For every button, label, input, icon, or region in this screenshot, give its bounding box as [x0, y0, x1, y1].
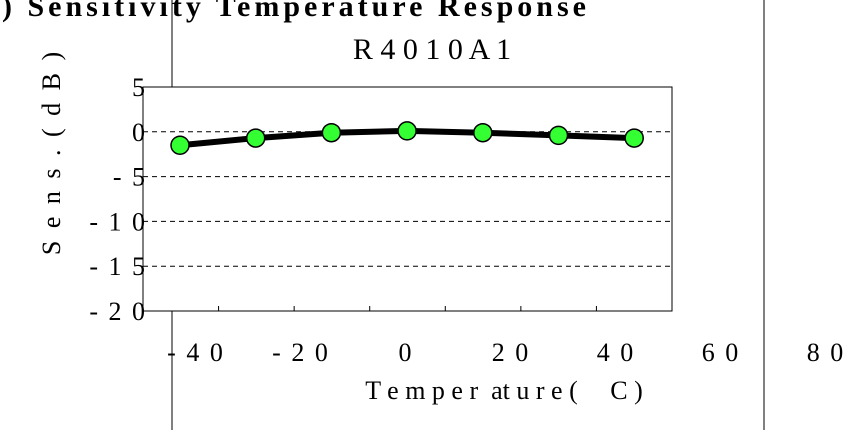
x-tick-label: 8 0 — [807, 338, 846, 367]
clipped-caption: ) Sensitivity Temperature Response — [2, 0, 590, 23]
tick-layer: 5 0 - 5 - 1 0 - 1 5 - 2 0 - 4 0 - 2 0 0 2 0 4 0 6 0… — [89, 73, 846, 367]
plot-area — [142, 86, 673, 312]
x-axis-label: T e m p e r at u r e ( C ) — [365, 376, 643, 405]
y-axis-label: S e n s . ( d B ) — [37, 49, 66, 255]
data-point — [170, 135, 190, 155]
x-tick-label: 4 0 — [597, 338, 636, 367]
data-point — [321, 122, 342, 143]
y-tick-label: 0 — [132, 118, 147, 147]
y-tick-label: - 1 0 — [89, 207, 147, 236]
y-tick-label: - 1 5 — [89, 252, 147, 281]
y-tick-label: - 2 0 — [89, 297, 147, 326]
data-point — [624, 128, 644, 148]
data-point — [397, 121, 417, 141]
x-tick-label: 0 — [399, 338, 414, 367]
series-layer — [170, 121, 644, 155]
chart-title: R 4 0 1 0 A 1 — [353, 33, 511, 66]
data-point — [473, 122, 493, 143]
data-point — [548, 125, 569, 146]
data-point — [245, 128, 266, 148]
x-tick-label: - 4 0 — [167, 338, 225, 367]
y-tick-label: - 5 — [113, 163, 147, 192]
x-tick-label: 2 0 — [492, 338, 531, 367]
x-tick-label: 6 0 — [702, 338, 741, 367]
x-tick-label: - 2 0 — [272, 338, 330, 367]
y-tick-label: 5 — [132, 73, 147, 102]
